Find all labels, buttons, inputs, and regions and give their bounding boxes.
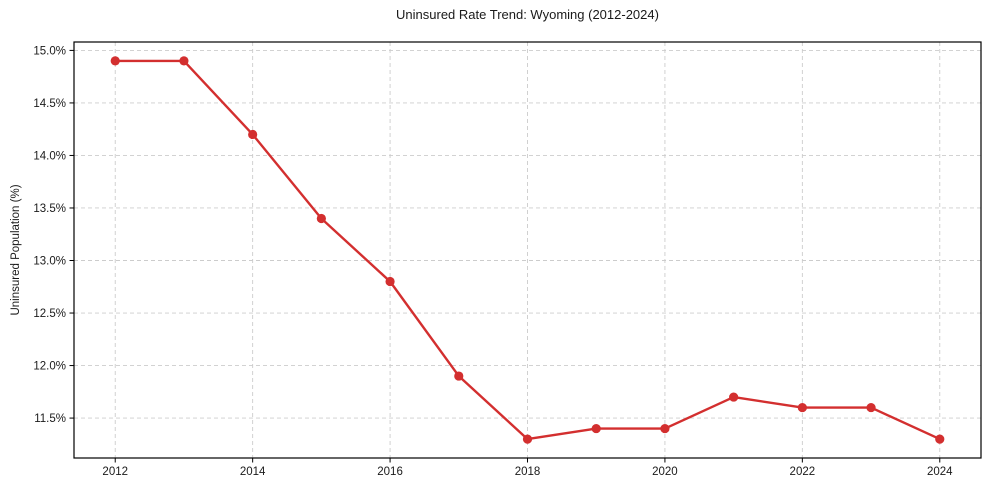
data-point-marker [110, 56, 120, 66]
y-tick-label: 13.0% [33, 256, 66, 268]
data-point-marker [522, 434, 533, 444]
data-point-marker [179, 56, 189, 66]
data-point-marker [248, 129, 258, 140]
trend-line [114, 59, 941, 441]
data-point-marker [797, 402, 807, 413]
y-tick-label: 13.5% [33, 203, 66, 215]
x-tick-label: 2024 [927, 466, 953, 478]
data-point-marker [591, 423, 601, 434]
x-tick-label: 2012 [102, 466, 128, 478]
y-tick-label: 15.0% [33, 45, 66, 57]
data-point-marker [454, 371, 464, 381]
y-tick-label: 14.5% [33, 98, 66, 110]
data-point-marker [385, 276, 395, 287]
x-tick-label: 2020 [652, 466, 678, 478]
x-tick-label: 2014 [240, 466, 266, 478]
y-tick-label: 12.0% [33, 361, 66, 373]
chart-title: Uninsured Rate Trend: Wyoming (2012-2024… [396, 7, 659, 22]
data-point-marker [866, 402, 876, 413]
y-tick-label: 14.0% [33, 150, 66, 162]
y-tick-label: 12.5% [33, 308, 66, 320]
data-point-marker [316, 213, 326, 224]
x-tick-label: 2016 [377, 466, 403, 478]
data-point-marker [660, 423, 670, 434]
data-point-marker [729, 392, 739, 402]
x-tick-label: 2022 [790, 466, 816, 478]
y-tick-label: 11.5% [34, 413, 66, 425]
x-tick-label: 2018 [515, 466, 541, 478]
data-point-marker [935, 434, 945, 444]
plot-border [73, 41, 982, 459]
